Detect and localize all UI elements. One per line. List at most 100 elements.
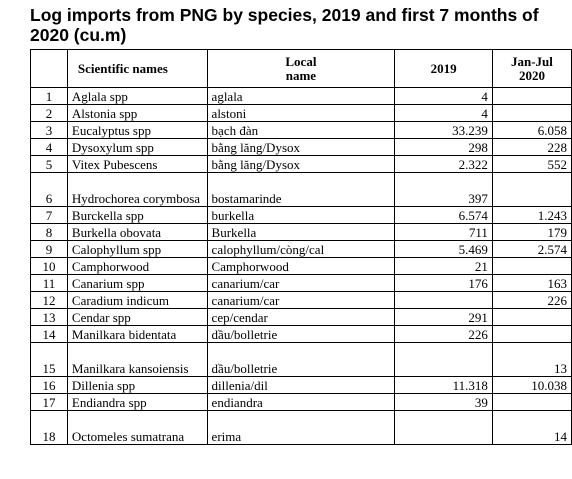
row-number: 11	[30, 274, 68, 292]
value-2019-cell: 711	[394, 223, 493, 241]
table-row: 7 Burckella spp burkella 6.574 1.243	[30, 206, 572, 224]
scientific-name-cell: Calophyllum spp	[66, 240, 208, 258]
value-jan-jul-2020-cell	[491, 104, 572, 122]
value-jan-jul-2020-cell: 1.243	[491, 206, 572, 224]
table-row: 4 Dysoxylum spp bằng lăng/Dysox 298 228	[30, 138, 572, 156]
scientific-name-cell: Burckella spp	[66, 206, 208, 224]
table-row: 16 Dillenia spp dillenia/dil 11.318 10.038	[30, 376, 572, 394]
value-jan-jul-2020-cell: 552	[491, 155, 572, 173]
header-local-line2: name	[285, 67, 317, 83]
local-name-cell: dầu/bolletrie	[206, 325, 396, 343]
value-2019-cell: 4	[394, 104, 493, 122]
table-row: 15 Manilkara kansoiensis dầu/bolletrie 13	[30, 342, 572, 377]
table-header-row: Scientific names Local name 2019 Jan-Jul…	[30, 49, 572, 88]
value-2019-cell	[394, 291, 493, 309]
header-2020-line1: Jan-Jul	[511, 53, 553, 69]
value-jan-jul-2020-cell: 6.058	[491, 121, 572, 139]
value-2019-cell: 11.318	[394, 376, 493, 394]
value-2019-cell	[394, 410, 493, 445]
local-name-cell: Camphorwood	[206, 257, 396, 275]
local-name-cell: bostamarinde	[206, 172, 396, 207]
table-row: 9 Calophyllum spp calophyllum/còng/cal 5.46…	[30, 240, 572, 258]
value-2019-cell: 5.469	[394, 240, 493, 258]
row-number: 9	[30, 240, 68, 258]
value-jan-jul-2020-cell	[491, 257, 572, 275]
log-imports-table: Scientific names Local name 2019 Jan-Jul…	[30, 49, 572, 445]
row-number: 3	[30, 121, 68, 139]
scientific-name-cell: Dillenia spp	[66, 376, 208, 394]
local-name-cell: calophyllum/còng/cal	[206, 240, 396, 258]
scientific-name-cell: Endiandra spp	[66, 393, 208, 411]
scientific-name-cell: Cendar spp	[66, 308, 208, 326]
local-name-cell: canarium/car	[206, 274, 396, 292]
table-row: 1 Aglala spp aglala 4	[30, 87, 572, 105]
row-number: 12	[30, 291, 68, 309]
header-2019: 2019	[394, 49, 493, 88]
local-name-cell: dầu/bolletrie	[206, 342, 396, 377]
value-jan-jul-2020-cell	[491, 393, 572, 411]
value-2019-cell: 4	[394, 87, 493, 105]
value-jan-jul-2020-cell	[491, 87, 572, 105]
row-number: 13	[30, 308, 68, 326]
value-2019-cell: 2.322	[394, 155, 493, 173]
table-row: 12 Caradium indicum canarium/car 226	[30, 291, 572, 309]
value-jan-jul-2020-cell: 179	[491, 223, 572, 241]
header-jan-jul-2020: Jan-Jul 2020	[491, 49, 572, 88]
value-2019-cell: 21	[394, 257, 493, 275]
header-2020-line2: 2020	[518, 67, 545, 83]
value-2019-cell: 176	[394, 274, 493, 292]
local-name-cell: alstoni	[206, 104, 396, 122]
row-number: 16	[30, 376, 68, 394]
local-name-cell: cep/cendar	[206, 308, 396, 326]
table-row: 10 Camphorwood Camphorwood 21	[30, 257, 572, 275]
scientific-name-cell: Canarium spp	[66, 274, 208, 292]
row-number: 6	[30, 172, 68, 207]
local-name-cell: dillenia/dil	[206, 376, 396, 394]
scientific-name-cell: Aglala spp	[66, 87, 208, 105]
value-2019-cell: 291	[394, 308, 493, 326]
value-2019-cell: 6.574	[394, 206, 493, 224]
local-name-cell: canarium/car	[206, 291, 396, 309]
value-2019-cell: 33.239	[394, 121, 493, 139]
value-jan-jul-2020-cell: 226	[491, 291, 572, 309]
row-number: 10	[30, 257, 68, 275]
value-2019-cell: 397	[394, 172, 493, 207]
row-number: 1	[30, 87, 68, 105]
scientific-name-cell: Hydrochorea corymbosa	[66, 172, 208, 207]
table-row: 2 Alstonia spp alstoni 4	[30, 104, 572, 122]
scientific-name-cell: Octomeles sumatrana	[66, 410, 208, 445]
table-row: 6 Hydrochorea corymbosa bostamarinde 397	[30, 172, 572, 207]
row-number: 17	[30, 393, 68, 411]
row-number: 15	[30, 342, 68, 377]
value-2019-cell: 226	[394, 325, 493, 343]
header-scientific-names: Scientific names	[66, 49, 208, 88]
row-number: 18	[30, 410, 68, 445]
value-jan-jul-2020-cell: 14	[491, 410, 572, 445]
row-number: 7	[30, 206, 68, 224]
value-jan-jul-2020-cell: 2.574	[491, 240, 572, 258]
table-row: 18 Octomeles sumatrana erima 14	[30, 410, 572, 445]
page-title: Log imports from PNG by species, 2019 an…	[30, 5, 539, 45]
scientific-name-cell: Burkella obovata	[66, 223, 208, 241]
value-2019-cell	[394, 342, 493, 377]
row-number: 5	[30, 155, 68, 173]
scientific-name-cell: Camphorwood	[66, 257, 208, 275]
table-row: 11 Canarium spp canarium/car 176 163	[30, 274, 572, 292]
local-name-cell: bằng lăng/Dysox	[206, 138, 396, 156]
table-row: 3 Eucalyptus spp bạch đàn 33.239 6.058	[30, 121, 572, 139]
scientific-name-cell: Manilkara bidentata	[66, 325, 208, 343]
table-row: 8 Burkella obovata Burkella 711 179	[30, 223, 572, 241]
header-local-line1: Local	[285, 53, 317, 69]
row-number: 4	[30, 138, 68, 156]
scientific-name-cell: Eucalyptus spp	[66, 121, 208, 139]
scientific-name-cell: Alstonia spp	[66, 104, 208, 122]
scientific-name-cell: Manilkara kansoiensis	[66, 342, 208, 377]
local-name-cell: burkella	[206, 206, 396, 224]
value-jan-jul-2020-cell	[491, 172, 572, 207]
table-row: 13 Cendar spp cep/cendar 291	[30, 308, 572, 326]
table-row: 5 Vitex Pubescens bằng lăng/Dysox 2.322 552	[30, 155, 572, 173]
row-number: 8	[30, 223, 68, 241]
value-2019-cell: 298	[394, 138, 493, 156]
local-name-cell: aglala	[206, 87, 396, 105]
value-jan-jul-2020-cell	[491, 308, 572, 326]
